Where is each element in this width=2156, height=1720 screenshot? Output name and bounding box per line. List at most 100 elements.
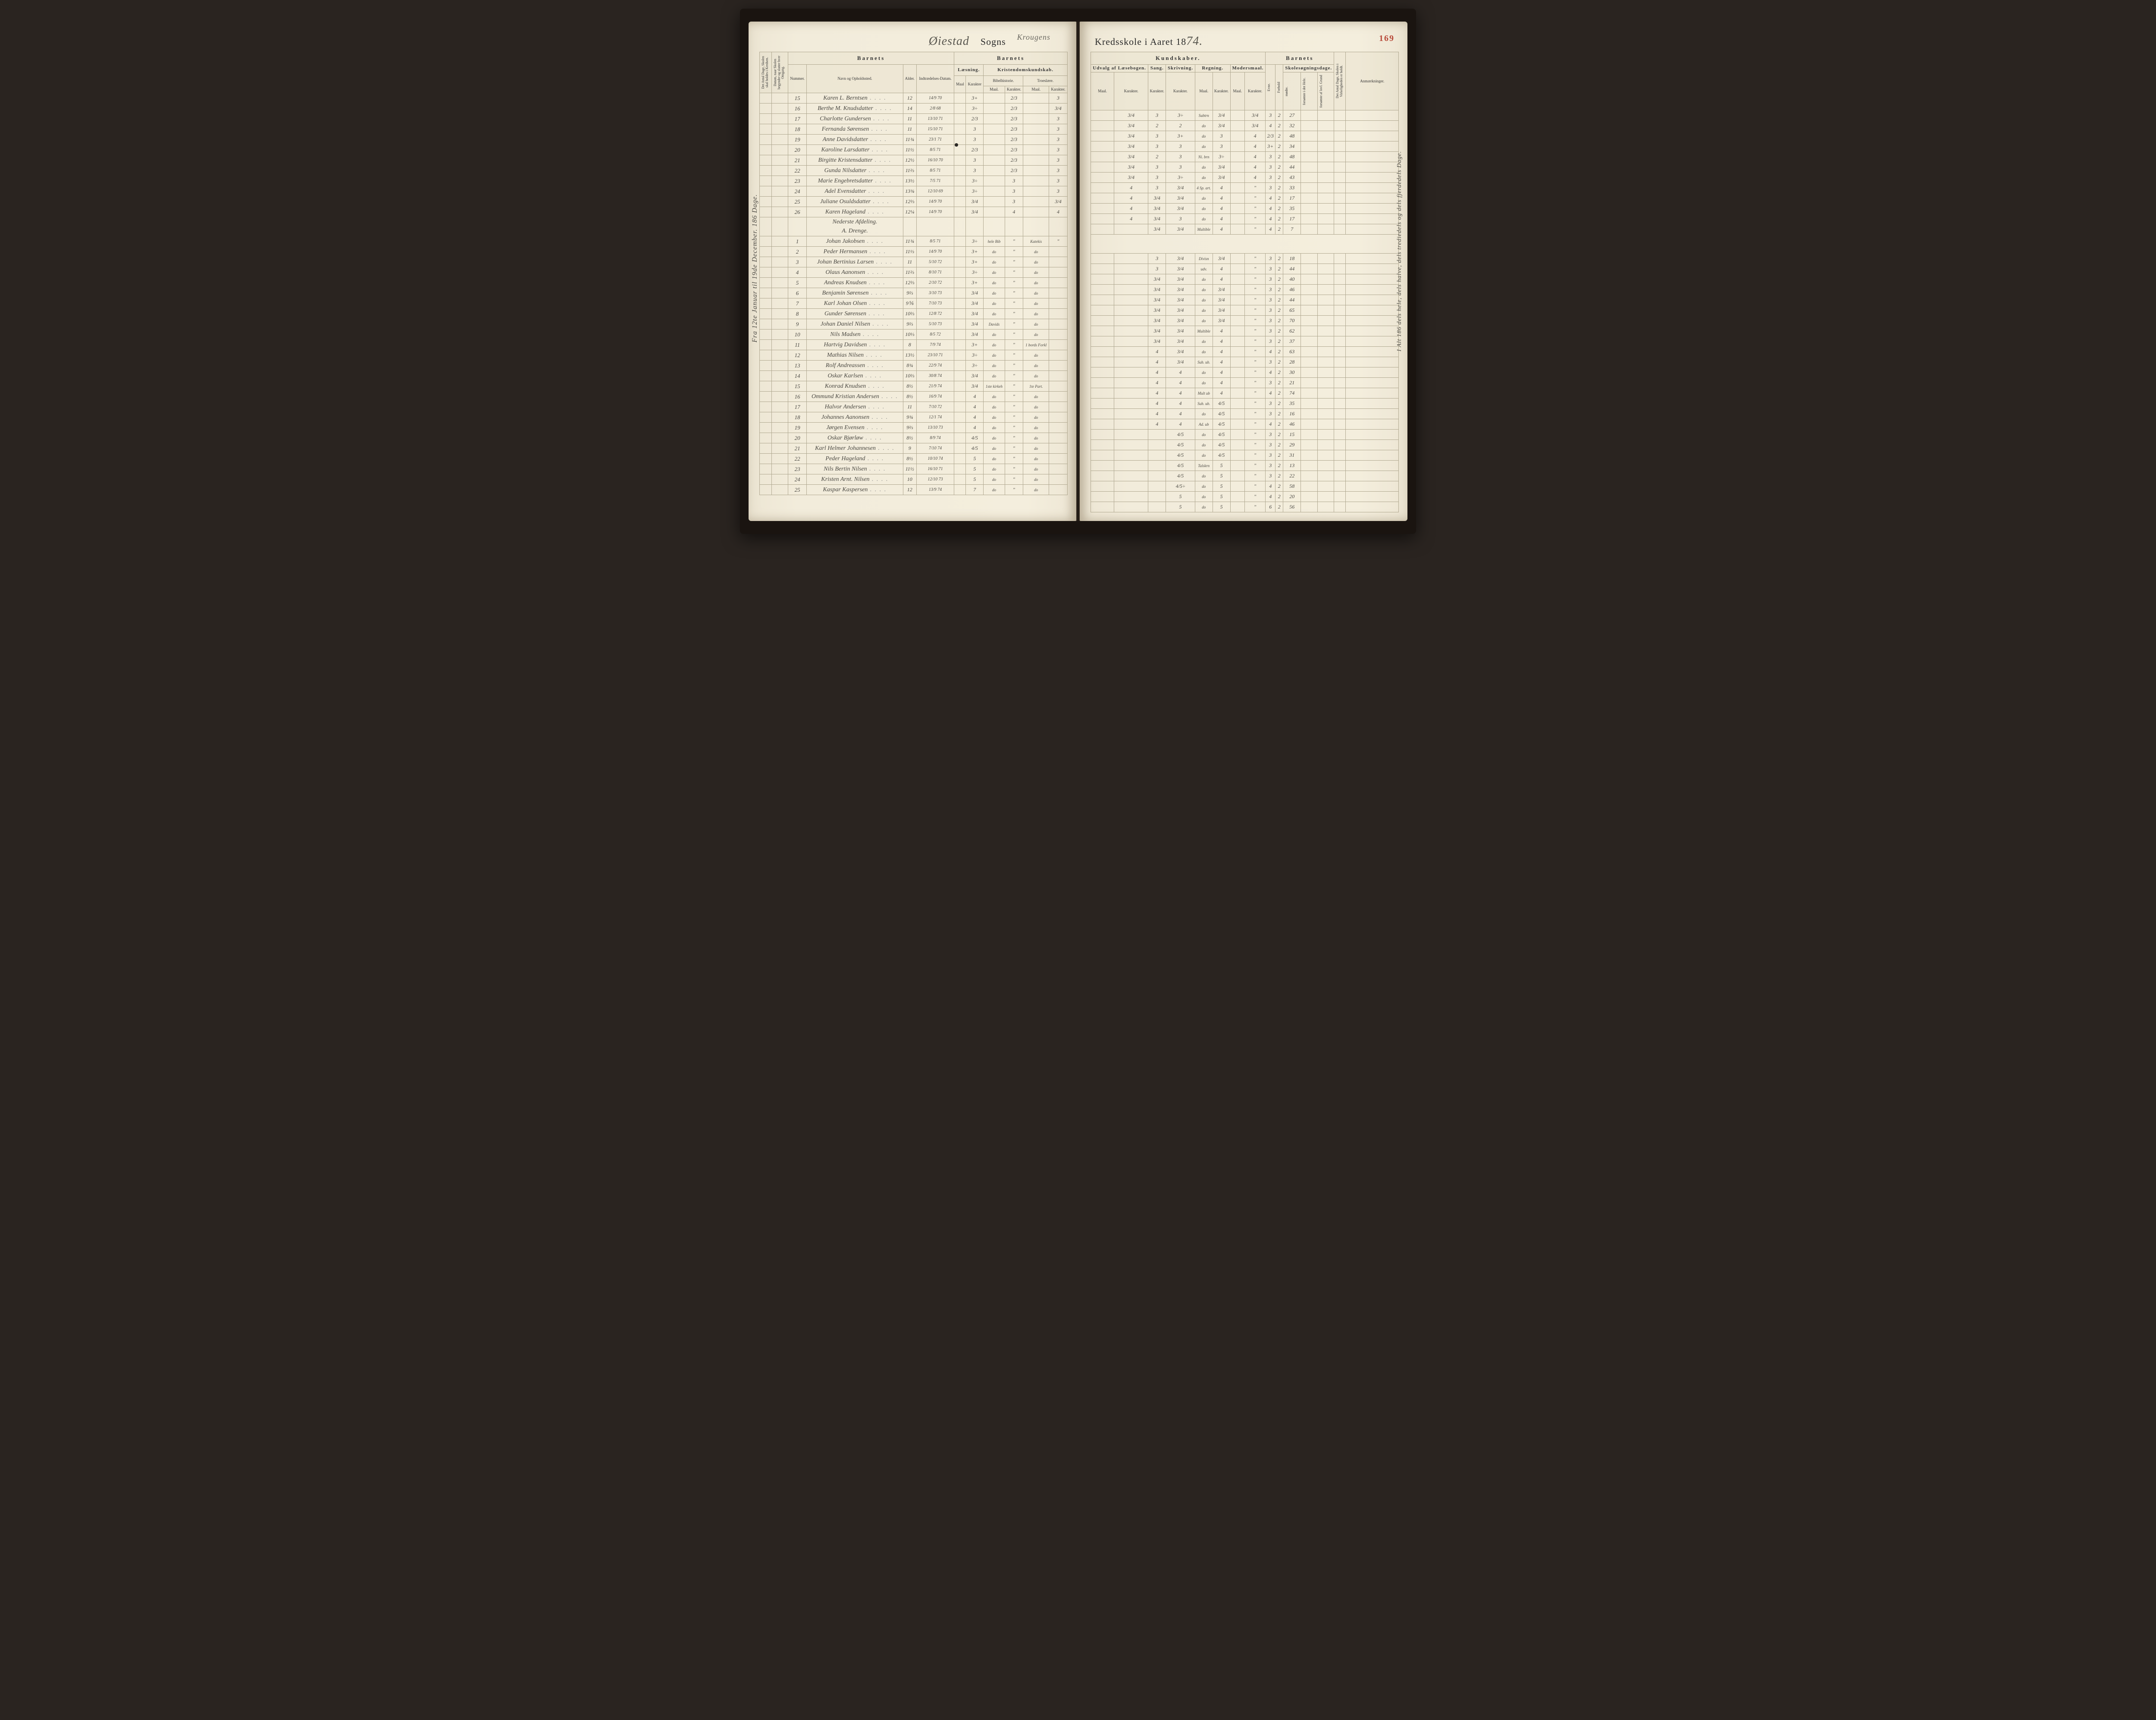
col-r-kar3: Karakter.: [1166, 72, 1195, 110]
table-row: 18Johannes Aanonsen . . . .9¾12/1 744do"…: [760, 412, 1068, 423]
table-row: 24Adel Evensdatter . . . .13¾12/10 693÷3…: [760, 186, 1068, 197]
table-row: 22Gunda Nilsdatter . . . .11⅔8/5 7132/33: [760, 166, 1068, 176]
table-row: 10Nils Madsen . . . .10⅓8/5 723/4do"do: [760, 330, 1068, 340]
col-datum-omgang: Datum, naar Skolen begynder og slutter h…: [773, 53, 785, 92]
col-modte: mødte.: [1285, 85, 1289, 98]
year-hand: 74.: [1186, 35, 1203, 48]
table-row: 3/43/4Multible4"3262: [1091, 326, 1399, 336]
section-a: Nederste Afdeling.: [807, 217, 903, 227]
barnets-header-2: Barnets: [954, 52, 1068, 65]
table-row: 19Jørgen Evensen . . . .9⅔13/10 734do"do: [760, 423, 1068, 433]
table-row: 2Peder Hermansen . . . .11⅓14/9 703+do"d…: [760, 247, 1068, 257]
table-row: 43/43/4do4"4217: [1091, 193, 1399, 204]
left-title: Øiestad Sogns Krougens: [759, 35, 1068, 48]
table-row: 25Juliane Osuldsdatter . . . .12⅔14/9 70…: [760, 197, 1068, 207]
col-maal-2: Maal.: [984, 86, 1005, 93]
margin-note-left: Fra 12te Januar til 19de December. 186 D…: [751, 194, 759, 342]
table-row: 21Karl Helmer Johannesen . . . .97/10 74…: [760, 443, 1068, 454]
table-row: 12Mathias Nilsen . . . .13½23/10 713÷do"…: [760, 350, 1068, 361]
table-row: 3/433do3/443244: [1091, 162, 1399, 173]
right-title: Kredsskole i Aaret 1874.: [1091, 35, 1399, 48]
ink-blot: [955, 143, 958, 147]
col-bibel: Bibelhistorie.: [984, 76, 1023, 86]
col-r-maal3: Maal.: [1230, 72, 1244, 110]
kundskaber-header: Kundskaber.: [1091, 52, 1266, 65]
col-kristen: Kristendomskundskab.: [984, 64, 1068, 76]
col-r-kar2: Karakter.: [1148, 72, 1166, 110]
table-row: 26Karen Hageland . . . .12¼14/9 703/444: [760, 207, 1068, 217]
table-row: 44do4"3221: [1091, 378, 1399, 388]
table-row: 5Andreas Knudsen . . . .12⅔2/10 723+do"d…: [760, 278, 1068, 288]
table-row: 4/5Talskrn5"3213: [1091, 461, 1399, 471]
table-row: 23Marie Engebretsdatter . . . .13½7/5 71…: [760, 176, 1068, 186]
superscript-note: Krougens: [1017, 33, 1050, 41]
col-forhold: Forhold: [1277, 80, 1282, 94]
table-row: 5do5"4220: [1091, 492, 1399, 502]
col-antal-virk: Det Antal Dage, Skolen i Virkeligheden e…: [1335, 62, 1344, 100]
table-row: 33/4Divisn3/4"3218: [1091, 254, 1399, 264]
table-row: 3/433÷Subtrn3/43/43227: [1091, 110, 1399, 121]
col-maal-1: Maal: [954, 76, 966, 93]
parish-name: Øiestad: [929, 35, 969, 48]
col-antal-dage: Det Antal Dage, Skolen skal holdes i Kre…: [761, 53, 770, 92]
margin-note-right: I Alt 186 dels hele, dels halve, dels tr…: [1396, 151, 1403, 352]
table-row: 44do4/5"3216: [1091, 409, 1399, 419]
table-row: 4/5do4/5"3231: [1091, 450, 1399, 461]
right-ledger-table: Kundskaber. Barnets Det Antal Dage, Skol…: [1091, 52, 1399, 512]
table-row: 19Anne Davidsdatter . . . .11¾23/1 7132/…: [760, 135, 1068, 145]
col-alder: Alder.: [903, 64, 916, 93]
left-ledger-table: Det Antal Dage, Skolen skal holdes i Kre…: [759, 52, 1068, 495]
table-row: 3/43/4do4"3240: [1091, 274, 1399, 285]
col-fors-lovl: forsømte af lovl. Grund: [1319, 73, 1324, 110]
table-row: 4Olaus Aanonsen . . . .11⅔8/10 713÷do"do: [760, 267, 1068, 278]
table-row: 44Mult ub4"4274: [1091, 388, 1399, 399]
col-kar-2: Karakter.: [1005, 86, 1023, 93]
table-row: 15Konrad Knudsen . . . .8½21/9 743/41ste…: [760, 381, 1068, 392]
table-row: 3/423Ni. brn3÷43248: [1091, 152, 1399, 162]
col-kar-1: Karakter: [966, 76, 984, 93]
col-laesning: Læsning.: [954, 64, 984, 76]
table-row: 11Hartvig Davidsen . . . .87/9 743+do"1 …: [760, 340, 1068, 350]
table-row: 23Nils Bertin Nilsen . . . .11½16/10 715…: [760, 464, 1068, 474]
table-row: 9Johan Daniel Nilsen . . . .9⅔5/10 733/4…: [760, 319, 1068, 330]
table-row: 22Peder Hageland . . . .8½10/10 745do"do: [760, 454, 1068, 464]
table-row: 13Rolf Andreassen . . . .8¾22/9 743÷do"d…: [760, 361, 1068, 371]
col-moders: Modersmaal.: [1230, 64, 1266, 72]
table-row: 17Charlotte Gundersen . . . .1113/10 712…: [760, 114, 1068, 124]
col-anm: Anmærkninger.: [1346, 52, 1399, 110]
sogns-print: Sogns: [981, 36, 1006, 47]
col-kar-3: Karakter.: [1049, 86, 1068, 93]
table-row: 3/43/4do3/4"3270: [1091, 316, 1399, 326]
col-udvalg: Udvalg af Læsebogen.: [1091, 64, 1148, 72]
col-maal-3: Maal.: [1023, 86, 1049, 93]
section-b: A. Drenge.: [807, 227, 903, 236]
table-row: 44do4"4230: [1091, 367, 1399, 378]
kredsskole-print: Kredsskole i Aaret 18: [1095, 36, 1186, 47]
table-row: 3/43/4do3/4"3246: [1091, 285, 1399, 295]
table-row: 43/4do4"4263: [1091, 347, 1399, 357]
col-fors-hele: forsømte i det Hele.: [1302, 76, 1307, 107]
col-r-kar1: Karakter.: [1114, 72, 1148, 110]
col-navn: Navn og Opholdssted.: [807, 64, 903, 93]
col-sang: Sang.: [1148, 64, 1166, 72]
table-row: 4/5do4/5"3229: [1091, 440, 1399, 450]
col-r-kar5: Karakter.: [1245, 72, 1266, 110]
table-row: 1Johan Jakobsen . . . .11¾8/5 713÷hele B…: [760, 236, 1068, 247]
table-row: 3/43/4Multible4"427: [1091, 224, 1399, 235]
col-skriv: Skrivning.: [1166, 64, 1195, 72]
table-row: 3/433÷do3/443243: [1091, 173, 1399, 183]
book-spine: [1076, 22, 1080, 521]
table-row: 16Ommund Kristian Andersen . . . .8½16/9…: [760, 392, 1068, 402]
col-r-kar4: Karakter.: [1213, 72, 1230, 110]
col-troes: Troeslære.: [1023, 76, 1068, 86]
table-row: 25Kaspar Kaspersen . . . .1213/9 747do"d…: [760, 485, 1068, 495]
book-spread: Fra 12te Januar til 19de December. 186 D…: [740, 9, 1416, 534]
col-evne: Evne.: [1267, 82, 1272, 93]
col-indtr: Indtrædelses-Datum.: [916, 64, 954, 93]
table-row: 3/433do343+234: [1091, 141, 1399, 152]
table-row: 4/5do5"3222: [1091, 471, 1399, 481]
table-row: 43/43do4"4217: [1091, 214, 1399, 224]
table-row: 4/5do4/5"3215: [1091, 430, 1399, 440]
table-row: 44Sub. ub.4/5"3235: [1091, 399, 1399, 409]
table-row: 3/43/4do3/4"3244: [1091, 295, 1399, 305]
